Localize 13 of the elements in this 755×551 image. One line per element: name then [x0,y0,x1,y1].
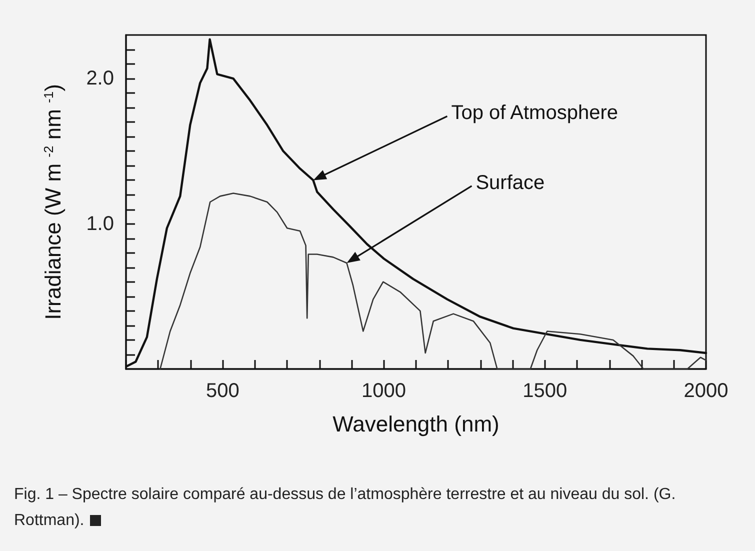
x-tick-label: 2000 [684,380,728,402]
caption: Fig. 1 – Spectre solaire comparé au-dessus de l’atmosphère terrestre et au niveau du sol. (G. Rottman). [14,486,676,529]
annotation: Top of Atmosphere [451,102,618,126]
y-tick-label: 1.0 [86,212,114,235]
line-series [126,38,708,368]
x-tick-label: 1000 [362,380,406,402]
x-axis-title: Wavelength (nm) [332,412,500,436]
annotation: Surface [476,172,545,195]
y-tick-label: 2.0 [86,68,114,90]
x-tick-label: 500 [206,380,240,402]
y-axis-title: Irradiance (W m -2 nm -1) [40,84,66,320]
x-tick-label: 1500 [522,380,568,402]
line-series [160,192,707,370]
